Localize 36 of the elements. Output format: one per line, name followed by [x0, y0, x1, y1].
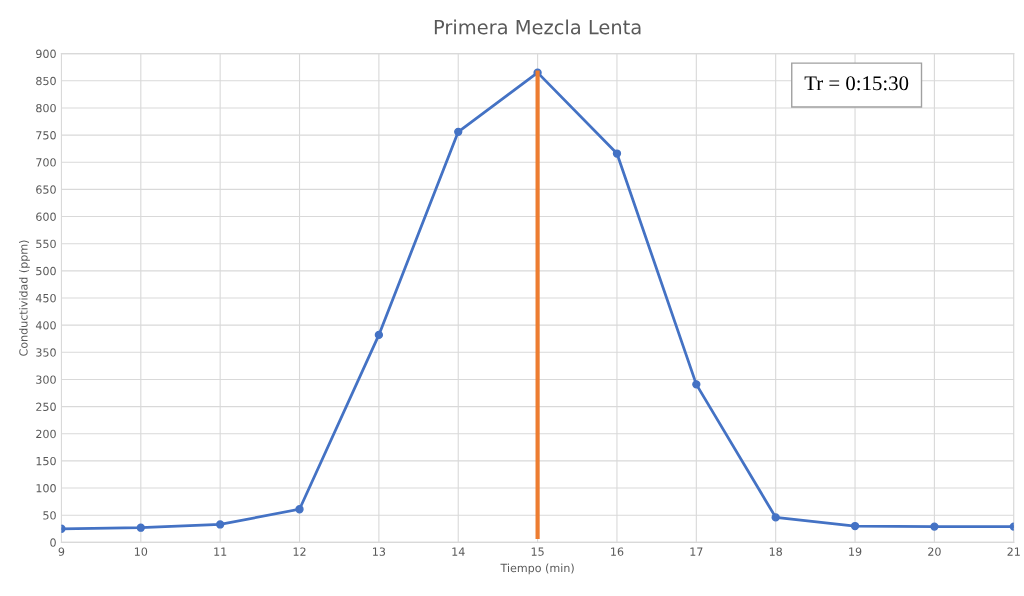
x-tick-label: 16	[611, 547, 624, 556]
y-tick-label: 750	[36, 131, 56, 140]
y-tick-label: 200	[36, 429, 56, 439]
y-tick-label: 550	[36, 239, 56, 249]
y-tick-label: 150	[36, 456, 56, 466]
x-tick-label: 13	[373, 547, 386, 556]
y-tick-label: 900	[36, 49, 56, 59]
x-tick-label: 21	[1007, 547, 1020, 556]
y-tick-label: 400	[35, 321, 56, 330]
y-tick-label: 350	[36, 348, 56, 357]
x-tick-label: 12	[293, 547, 306, 556]
x-tick-label: 18	[769, 547, 782, 556]
x-tick-label: 10	[134, 547, 148, 556]
y-tick-label: 250	[36, 402, 56, 411]
y-tick-label: 800	[36, 103, 56, 113]
x-tick-label: 19	[849, 547, 862, 556]
y-tick-label: 650	[36, 185, 56, 194]
y-tick-label: 100	[36, 484, 56, 493]
annotation: Tr = 0:15:30	[804, 76, 909, 91]
y-axis-title: Conductividad (ppm)	[19, 240, 30, 356]
x-tick-label: 11	[214, 547, 227, 556]
y-tick-label: 600	[36, 212, 56, 221]
x-tick-label: 17	[690, 547, 703, 556]
y-tick-label: 50	[43, 511, 56, 520]
y-tick-label: 300	[36, 375, 56, 384]
x-axis-title: Tiempo (min)	[500, 563, 574, 575]
x-tick-label: 14	[452, 547, 465, 556]
x-tick-label: 20	[928, 547, 941, 556]
y-tick-label: 450	[35, 293, 56, 303]
x-tick-label: 15	[531, 547, 544, 556]
y-tick-label: 500	[36, 266, 56, 276]
y-tick-label: 0	[50, 538, 56, 547]
x-tick-label: 9	[58, 547, 65, 556]
chart-title: Primera Mezcla Lenta	[434, 19, 641, 35]
y-tick-label: 700	[36, 158, 56, 167]
y-tick-label: 850	[36, 76, 56, 86]
